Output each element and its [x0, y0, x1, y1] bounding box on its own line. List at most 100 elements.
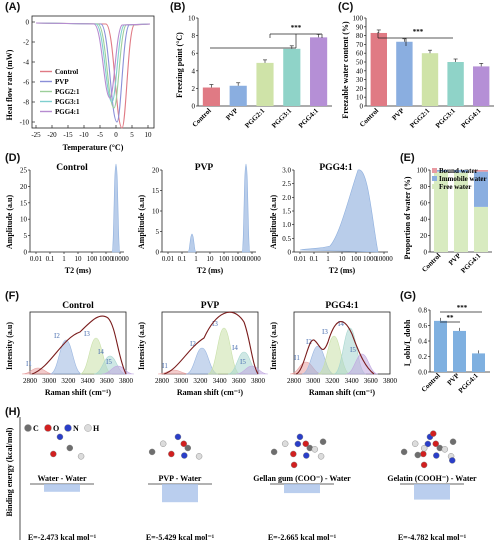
binding-energy-bar	[284, 484, 320, 494]
proportion-cat-label: PVP	[447, 251, 463, 267]
binding-energy-label: E=-4.782 kcal mol⁻¹	[398, 533, 467, 542]
raman-xtick-label: 3600	[232, 377, 247, 385]
freezing-cat-label: PVP	[224, 106, 240, 122]
dsc-ytick-label: -6	[23, 79, 29, 87]
binding-energy-panel: Binding energy (kcal/mol) C O N H Water - W…	[5, 417, 477, 542]
raman-xtick-label: 3800	[251, 377, 266, 385]
raman-component-4	[345, 353, 379, 375]
nmr-ytick-label: 1.0	[282, 221, 291, 229]
freezing-cat-label: PGG4:1	[297, 106, 320, 129]
nmr-ytick-label: 2.5	[282, 180, 291, 188]
raman-xlabel-0: Raman shift (cm⁻¹)	[45, 388, 112, 397]
proportion-ytick-label: 100	[417, 167, 428, 175]
raman-envelope-1	[163, 311, 259, 375]
binding-energy-label: E=-2.473 kcal mol⁻¹	[28, 533, 97, 542]
raman-ylabel-1: Intensity (a.u)	[137, 322, 146, 370]
molecule-atom	[414, 451, 421, 459]
raman-envelope-0	[31, 315, 127, 375]
raman-envelope-2	[295, 321, 375, 375]
dsc-ytick-label: -4	[23, 59, 29, 67]
molecule-atom	[148, 448, 156, 456]
binding-groups: Water - Water E=-2.473 kcal mol⁻¹ PVP - Wa…	[28, 430, 477, 542]
molecule-atom	[290, 461, 298, 469]
nmr-peak-1	[187, 163, 251, 253]
freezing-ytick-label: 0	[192, 103, 196, 111]
freezable-ytick-label: 50	[356, 59, 364, 67]
nmr-plot-0: Control Amplitude (a.u) 0 5 10 15 20 25 0.01 0.1 1…	[5, 163, 129, 275]
panel-label-a: (A)	[5, 1, 21, 13]
binding-pair-label: PVP - Water	[159, 474, 202, 483]
nmr-ytick-label: 20	[152, 167, 160, 175]
binding-energy-bar	[414, 484, 450, 500]
dsc-curve-3	[35, 22, 151, 103]
dsc-legend: Control PVP PGG2:1 PGG3:1 PGG4:1	[40, 68, 80, 116]
molecule-atom	[56, 433, 64, 441]
molecule-atom	[424, 440, 432, 448]
molecule-atom	[50, 450, 57, 458]
proportion-segment	[454, 170, 468, 173]
dsc-xtick-label: -10	[79, 131, 89, 139]
freezing-ytick-label: 6	[192, 50, 196, 58]
nmr-xtick-label: 0.01	[294, 255, 307, 263]
nmr-ytick-label: 5	[24, 232, 28, 240]
raman-xtick-label: 3200	[193, 377, 208, 385]
atom-legend-label: N	[73, 424, 79, 433]
freezing-bar-3	[283, 48, 301, 106]
nmr-xtick-label: 1	[326, 255, 330, 263]
nmr-ytick-label: 2.0	[282, 194, 291, 202]
nmr-xtick-label: 100	[351, 255, 362, 263]
molecule-atom	[319, 438, 327, 445]
molecule-atom	[420, 450, 427, 458]
nmr-ytick-label: 10	[20, 216, 28, 224]
dsc-xtick-label: -5	[97, 131, 103, 139]
nmr-xlabel-2: T2 (ms)	[329, 266, 356, 275]
nmr-ylabel-1: Amplitude (a.u)	[137, 195, 146, 250]
dsc-chart: Heat flow rate (mW) 0-2-4-6-8-10 -25 -20-…	[5, 15, 155, 152]
raman-peak-label: I4	[232, 344, 238, 352]
dsc-ytick-label: 0	[26, 19, 30, 27]
binding-pair-label: Gellan gum (COO⁻) - Water	[253, 474, 351, 483]
freezable-cat-label: PGG2:1	[408, 106, 431, 129]
ratio-sig-top: ***	[457, 304, 468, 312]
molecule-atom	[174, 433, 182, 441]
molecule-atom	[290, 450, 297, 458]
panel-label-c: (C)	[338, 1, 354, 13]
nmr-peak-2	[299, 169, 379, 253]
molecule-atom	[420, 461, 428, 469]
freezing-cat-label: PGG3:1	[270, 106, 293, 129]
molecule-atom	[168, 450, 175, 458]
molecule-atom	[421, 445, 428, 452]
raman-xtick-label: 3000	[42, 377, 57, 385]
molecule-atom	[433, 452, 440, 459]
dsc-curve-1	[35, 22, 151, 123]
freezable-ytick-label: 90	[356, 23, 364, 31]
dsc-xtick-label: -25	[31, 131, 41, 139]
freezable-ytick-label: 30	[356, 76, 364, 84]
atom-legend-label: O	[53, 424, 59, 433]
panel-label-f: (F)	[5, 290, 20, 302]
freezing-bar-4	[310, 37, 328, 106]
freezable-ytick-label: 80	[356, 32, 364, 40]
raman-component-4	[101, 365, 135, 375]
binding-pair-label: Gelatin (COOH⁻) - Water	[387, 474, 477, 483]
molecule-atom	[180, 440, 187, 447]
binding-energy-label: E=-2.665 kcal mol⁻¹	[268, 533, 337, 542]
nmr-xtick-label: 10000	[375, 255, 393, 263]
molecule-atom	[184, 444, 192, 452]
freezing-ylabel: Freezing point (°C)	[175, 32, 184, 98]
dsc-xticks: -25 -20 -15 -10 -5 0 5 10	[31, 125, 152, 139]
ratio-bar-0	[434, 320, 447, 372]
nmr-ytick-label: 15	[152, 187, 160, 195]
raman-peak-label: I1	[294, 354, 300, 362]
dsc-xtick-label: 0	[114, 131, 118, 139]
dsc-ytick-label: -2	[23, 39, 29, 47]
nmr-xtick-label: 0.01	[162, 255, 175, 263]
raman-xtick-label: 3800	[383, 377, 398, 385]
freezing-bar-0	[202, 87, 220, 106]
freezable-ytick-label: 10	[356, 94, 364, 102]
panel-label-g: (G)	[400, 290, 416, 302]
raman-peak-label: I4	[338, 320, 344, 328]
